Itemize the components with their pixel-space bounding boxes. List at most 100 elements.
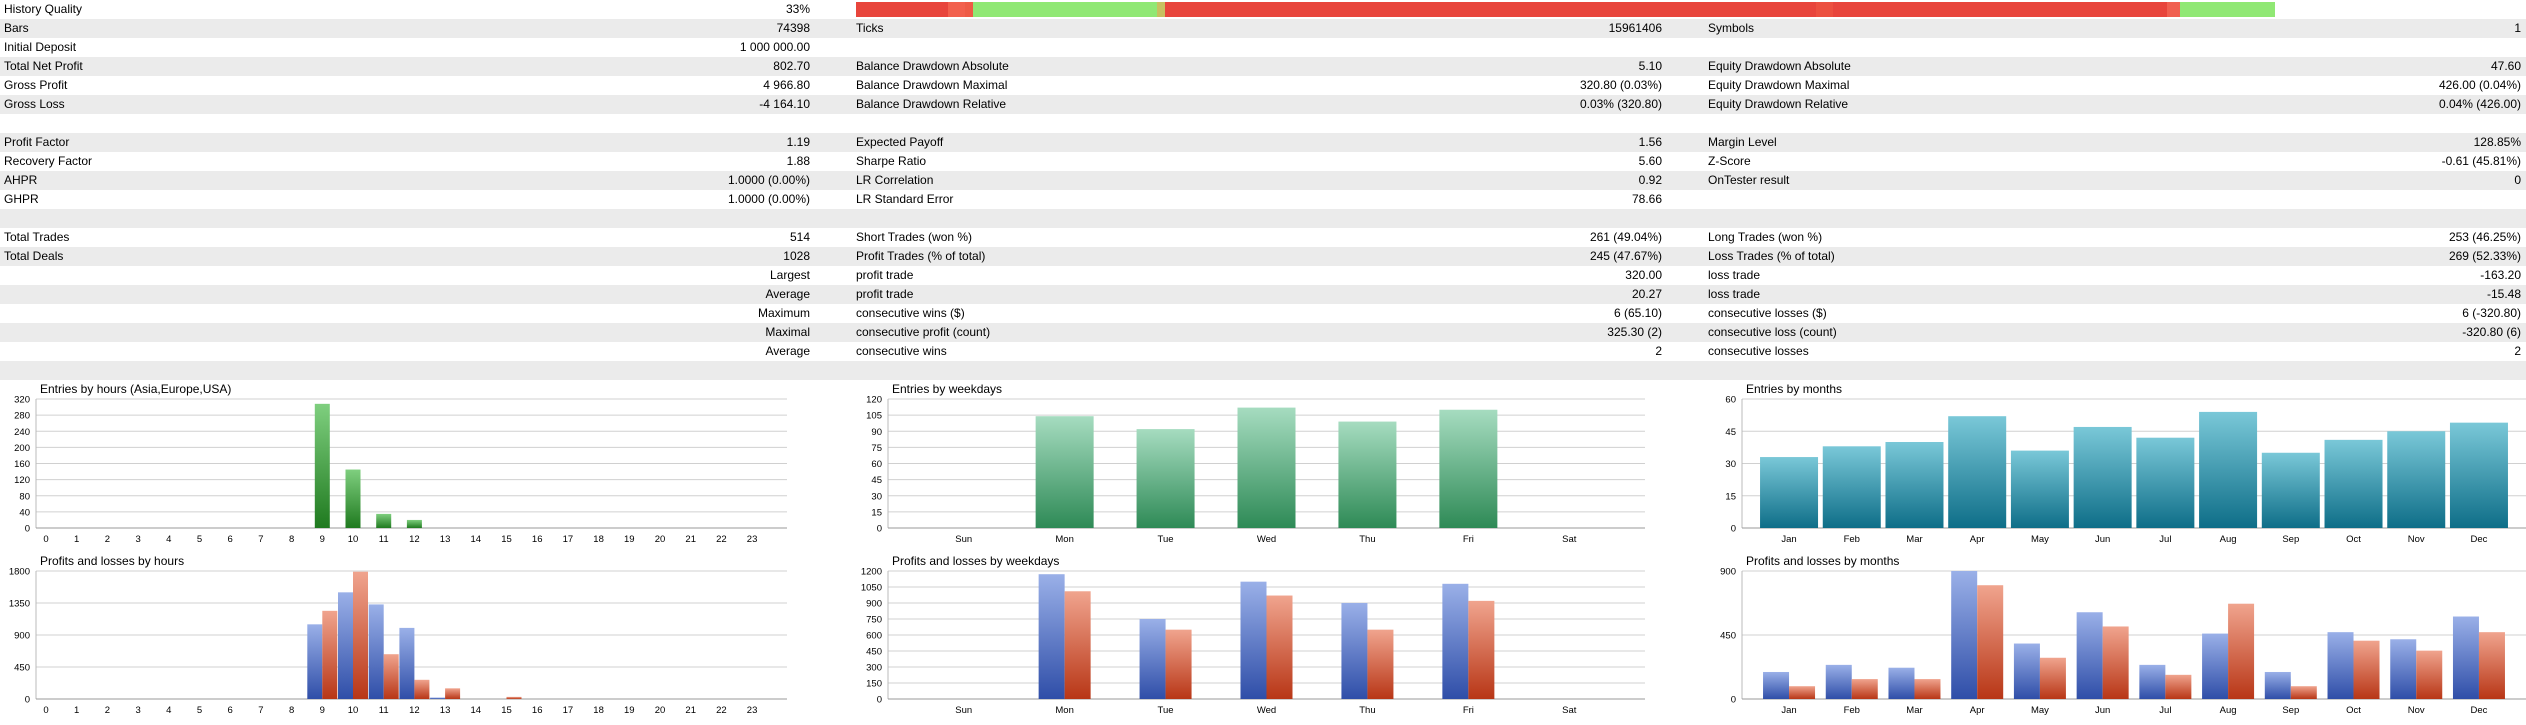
stats-row: Maximal consecutive profit (count) 325.30 … [0,323,2526,342]
x-tick-label: 7 [258,705,263,716]
y-tick-label: 900 [866,599,882,610]
stat-value: 802.70 [773,59,810,73]
x-tick-label: 1 [74,534,79,545]
x-tick-label: 10 [348,534,359,545]
x-tick-label: Jul [2159,534,2171,545]
y-tick-label: 450 [14,663,30,674]
stat-value: 128.85% [2473,135,2521,149]
x-tick-label: 1 [74,705,79,716]
stat-value: 4 966.80 [763,78,810,92]
x-tick-label: Sep [2282,534,2299,545]
y-tick-label: 1350 [9,599,30,610]
history-quality-segment [1832,2,2167,17]
stat-label: Ticks [856,21,884,35]
x-tick-label: Jul [2159,705,2171,716]
bar-9-blue [307,624,323,699]
stat-value: 320.80 (0.03%) [1579,78,1662,92]
stats-row: Total Deals 1028 Profit Trades (% of total… [0,247,2526,266]
stats-row: Average consecutive wins 2 consecutive loss… [0,342,2526,361]
bar-10-blue [338,592,353,699]
history-quality-bar [856,2,2526,17]
stat-value [2271,209,2521,228]
x-tick-label: 13 [440,534,451,545]
bar-Jan-teal [1760,457,1819,528]
history-quality-segment [1156,2,1165,17]
history-quality-segment [2166,2,2181,17]
bar-Dec-teal [2449,422,2508,528]
stat-value: 0 [2514,173,2521,187]
x-tick-label: May [2031,705,2049,716]
y-tick-label: 40 [19,507,30,518]
stat-value: 0.04% (426.00) [2438,97,2521,111]
stat-value: 245 (47.67%) [1589,249,1662,263]
bar-13-red [445,688,461,699]
y-tick-label: 240 [14,427,30,438]
stat-label: Profit Trades (% of total) [856,249,986,263]
stats-row: Bars 74398 Ticks 15961406 Symbols 1 [0,19,2526,38]
chart-pl-weekdays: Profits and losses by weekdays 0 150 300 450… [861,554,1645,716]
y-tick-label: 450 [1720,631,1736,642]
y-tick-label: 160 [14,459,30,470]
bar-Mar-red [1914,679,1941,699]
y-tick-label: 15 [871,507,882,518]
stat-label: consecutive losses [1708,344,1809,358]
x-tick-label: 0 [43,534,48,545]
x-tick-label: 15 [501,705,512,716]
x-tick-label: 20 [655,705,666,716]
bar-10-red [353,571,368,699]
bar-Tue-blue [1139,619,1166,699]
stat-value: 261 (49.04%) [1589,230,1662,244]
stat-value: 47.60 [2490,59,2521,73]
x-tick-label: Wed [1257,534,1276,545]
y-tick-label: 0 [877,524,882,535]
bar-Jan-red [1789,686,1816,699]
stat-label: Profit Factor [4,135,70,149]
x-tick-label: 23 [747,534,758,545]
stat-label: Total Deals [4,249,64,263]
x-tick-label: 2 [105,705,110,716]
stats-row: Gross Loss -4 164.10 Balance Drawdown Rela… [0,95,2526,114]
stats-row [0,209,2526,228]
x-tick-label: Jan [1781,534,1796,545]
x-tick-label: 16 [532,534,543,545]
y-tick-label: 900 [1720,567,1736,578]
x-tick-label: 8 [289,705,294,716]
y-tick-label: 450 [866,647,882,658]
x-tick-label: 9 [320,534,325,545]
y-tick-label: 45 [871,475,882,486]
y-tick-label: 200 [14,443,30,454]
x-tick-label: Sat [1562,705,1577,716]
x-tick-label: Sep [2282,705,2299,716]
chart-entries-hours: Entries by hours (Asia,Europe,USA)040801… [14,382,787,545]
stat-value [2271,190,2521,209]
x-tick-label: Apr [1970,705,1985,716]
x-tick-label: 21 [685,705,696,716]
y-tick-label: 60 [871,459,882,470]
bar-Dec-blue [2452,616,2479,699]
x-tick-label: Jun [2095,534,2110,545]
stat-label: Equity Drawdown Absolute [1708,59,1851,73]
chart-title: Entries by weekdays [892,382,1002,396]
x-tick-label: 2 [105,534,110,545]
stats-row: Total Net Profit 802.70 Balance Drawdown A… [0,57,2526,76]
bar-Jun-blue [2076,612,2103,699]
bar-Jul-teal [2136,437,2195,528]
stat-value [1412,114,1662,133]
stat-value: 6 (-320.80) [2462,306,2521,320]
y-tick-label: 1800 [9,567,30,578]
stat-value: 514 [789,230,810,244]
stat-value: 426.00 (0.04%) [2438,78,2521,92]
y-tick-label: 75 [871,443,882,454]
x-tick-label: Dec [2471,534,2488,545]
x-tick-label: Sat [1562,534,1577,545]
stats-row: Initial Deposit 1 000 000.00 [0,38,2526,57]
stat-label: Equity Drawdown Relative [1708,97,1849,111]
y-tick-label: 0 [25,695,30,706]
stat-group-label: Average [765,287,810,301]
stat-label: Gross Loss [4,97,65,111]
stat-value: 1.0000 (0.00%) [727,192,810,206]
stat-value [560,114,810,133]
bar-Mon-blue [1038,574,1065,699]
stat-label: Total Trades [4,230,70,244]
stat-label: Balance Drawdown Relative [856,97,1007,111]
